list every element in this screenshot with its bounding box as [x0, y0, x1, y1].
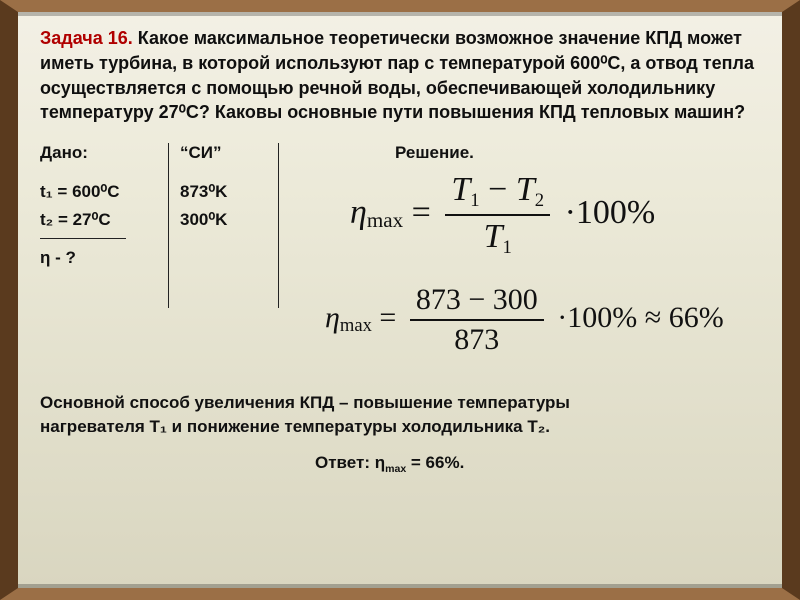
answer-value: ηmax = 66%.	[375, 453, 465, 472]
si-title: “СИ”	[180, 143, 280, 163]
equals-sign: =	[379, 301, 396, 334]
formula-eta-numeric: ηmax = 873 − 300 873 ·100% ≈ 66%	[325, 283, 724, 357]
given-column: Дано: t₁ = 600⁰C t₂ = 27⁰C η - ?	[40, 143, 170, 274]
given-title: Дано:	[40, 143, 170, 163]
fraction-num: 873 − 300	[410, 283, 544, 319]
answer-text: Ответ: ηmax = 66%.	[315, 453, 464, 475]
tail: ·100% ≈ 66%	[557, 301, 723, 334]
fraction: 873 − 300 873	[410, 283, 544, 357]
problem-text: Задача 16. Какое максимальное теоретичес…	[40, 26, 760, 125]
equals-sign: =	[412, 194, 431, 231]
solution-area: Дано: t₁ = 600⁰C t₂ = 27⁰C η - ? “СИ” 87…	[40, 143, 760, 473]
si-column: “СИ” 873⁰K 300⁰K	[180, 143, 280, 237]
eta-sub: max	[340, 315, 372, 336]
si-t2: 300⁰K	[180, 209, 280, 231]
solution-title: Решение.	[395, 143, 474, 163]
problem-body: Какое максимальное теоретически возможно…	[40, 28, 754, 122]
method-line: нагревателя T₁ и понижение температуры х…	[40, 415, 570, 439]
given-find: η - ?	[40, 247, 170, 269]
eta-symbol: η	[325, 301, 340, 334]
fraction: T1 − T2 T1	[445, 171, 550, 259]
problem-label: Задача 16.	[40, 28, 133, 48]
formula-eta-general: ηmax = T1 − T2 T1 ·100%	[350, 171, 655, 259]
tail: ·100%	[565, 194, 656, 231]
eta-symbol: η	[350, 194, 367, 231]
method-text: Основной способ увеличения КПД – повышен…	[40, 391, 570, 439]
fraction-den: 873	[410, 319, 544, 357]
given-rule	[40, 238, 126, 239]
given-t2: t₂ = 27⁰C	[40, 209, 170, 231]
method-line: Основной способ увеличения КПД – повышен…	[40, 391, 570, 415]
si-t1: 873⁰K	[180, 181, 280, 203]
given-t1: t₁ = 600⁰C	[40, 181, 170, 203]
answer-label: Ответ:	[315, 453, 375, 472]
eta-sub: max	[367, 208, 403, 232]
